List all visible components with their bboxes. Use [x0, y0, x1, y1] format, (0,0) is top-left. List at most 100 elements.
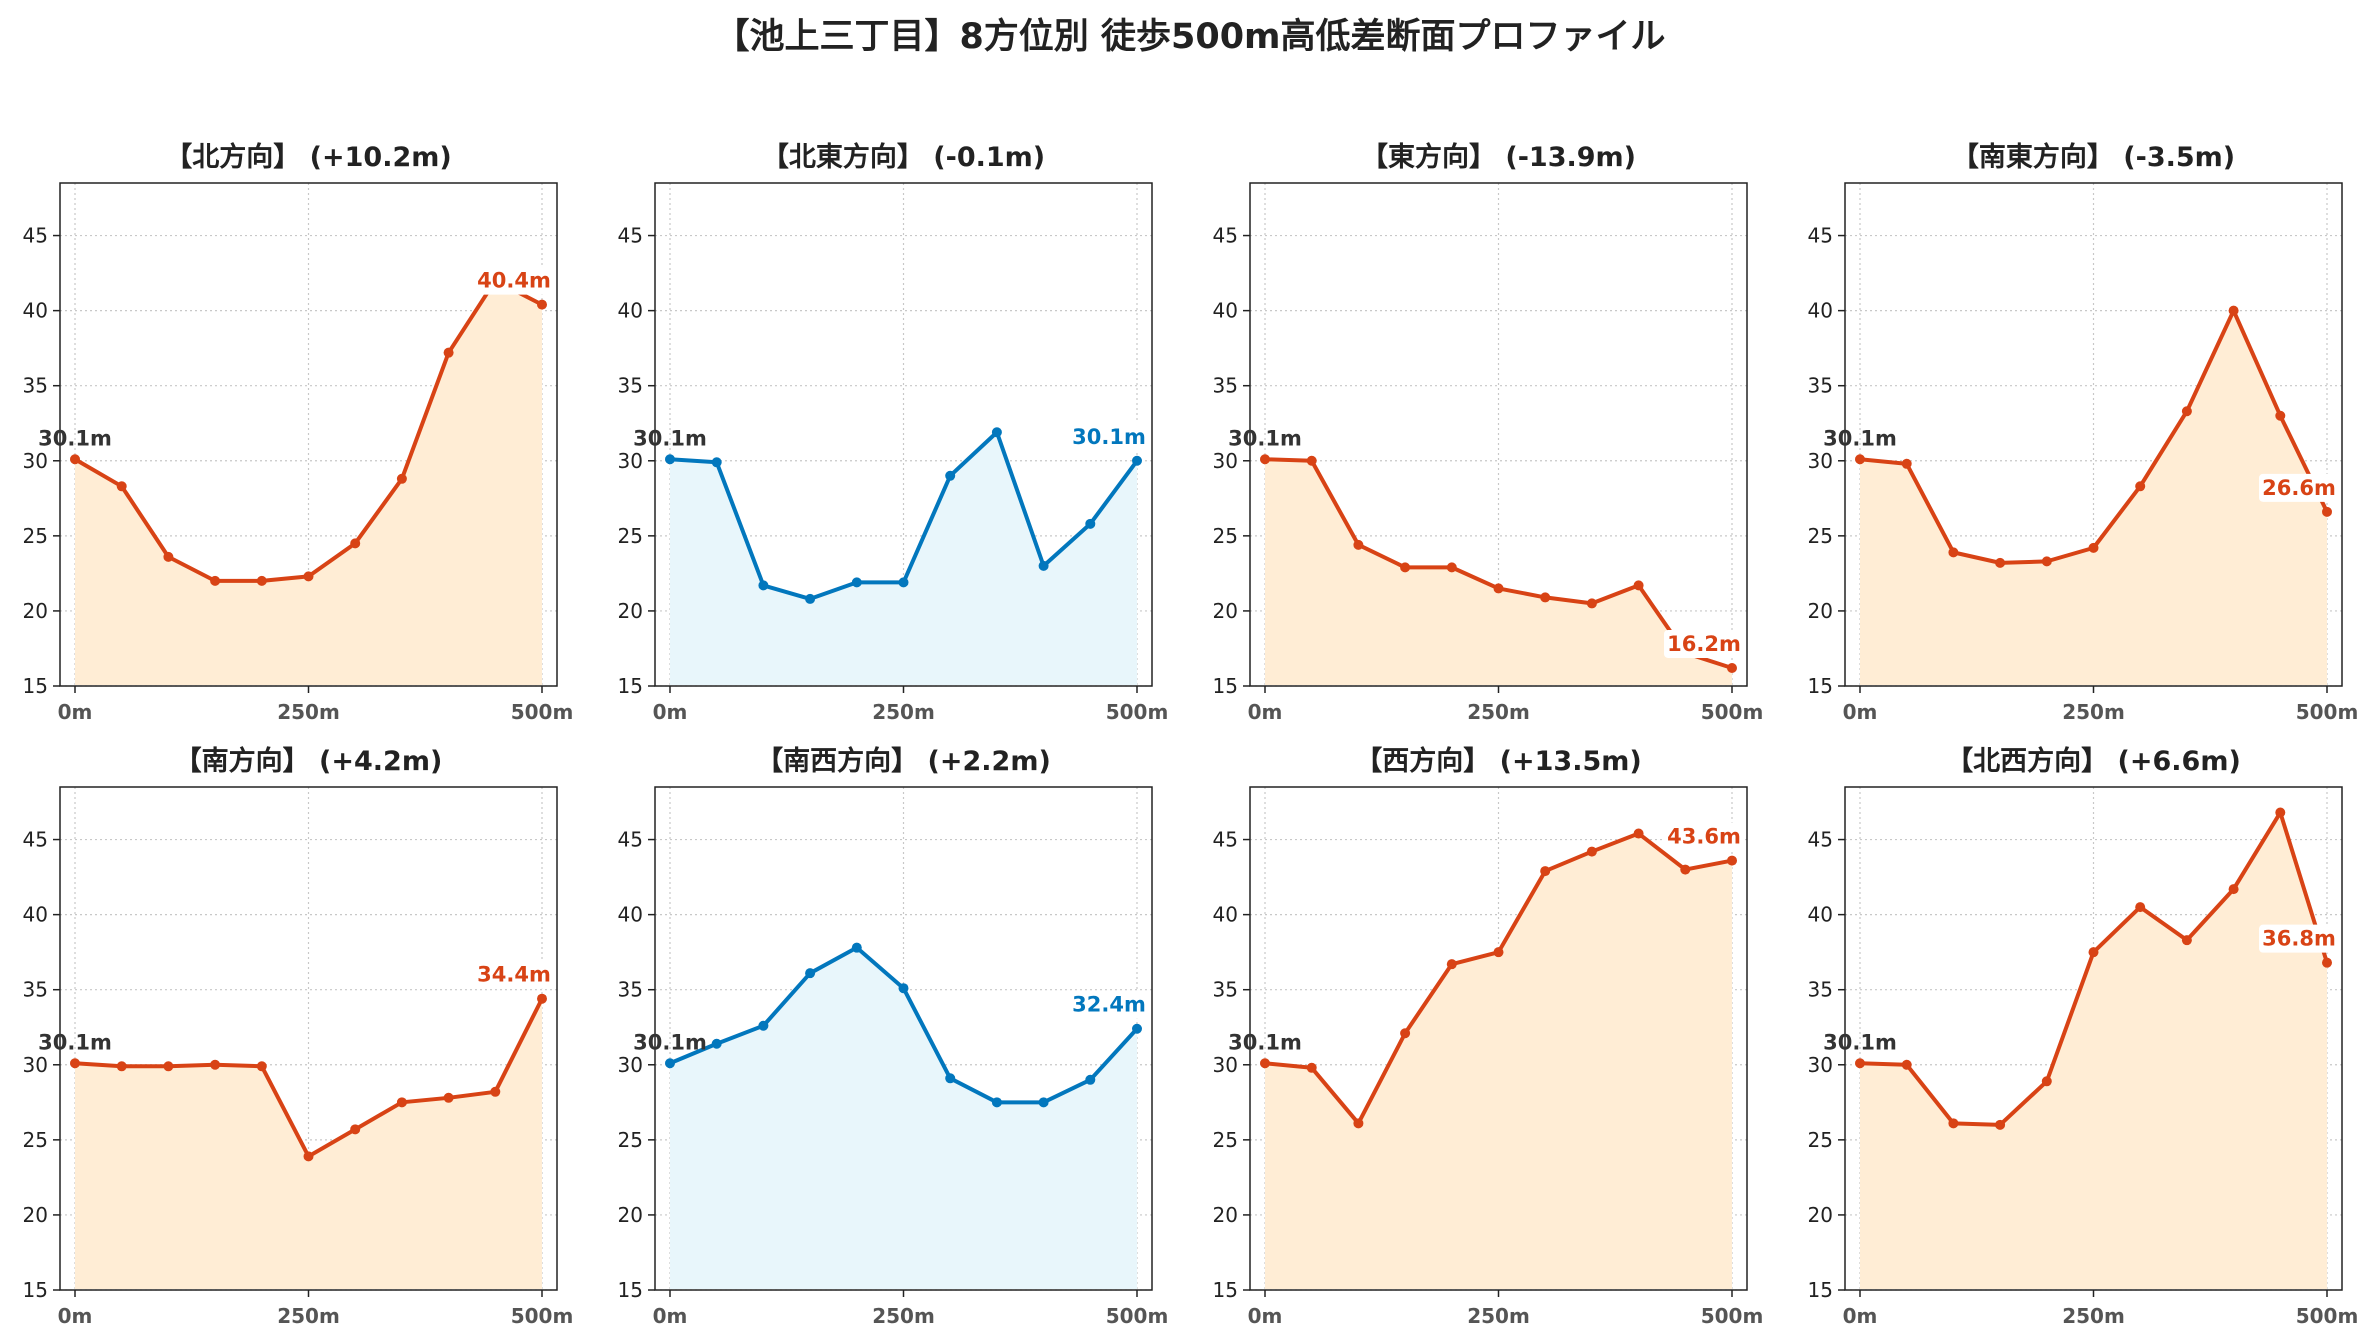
data-point: [1400, 1028, 1411, 1039]
data-point: [1540, 866, 1551, 877]
x-tick-label: 250m: [2062, 1304, 2125, 1328]
start-elevation-label: 30.1m: [1228, 426, 1302, 450]
end-elevation-label: 36.8m: [2262, 927, 2336, 951]
y-tick-label: 25: [1808, 1128, 1833, 1152]
data-point: [1540, 592, 1551, 603]
data-point: [2135, 902, 2146, 913]
panel-title: 【西方向】 (+13.5m): [1355, 745, 1641, 777]
data-point: [1132, 455, 1142, 466]
y-tick-label: 30: [1808, 1053, 1833, 1077]
start-elevation-label: 30.1m: [1228, 1030, 1302, 1054]
panel-title: 【南西方向】 (+2.2m): [756, 745, 1051, 777]
area-fill: [1265, 459, 1732, 685]
data-point: [1132, 1023, 1142, 1034]
data-point: [898, 577, 909, 588]
data-point: [2275, 807, 2286, 818]
y-tick-label: 15: [618, 1278, 643, 1302]
data-point: [210, 1059, 221, 1070]
y-tick-label: 30: [23, 1053, 48, 1077]
start-elevation-label: 30.1m: [1823, 426, 1897, 450]
data-point: [1085, 518, 1096, 529]
panel-title: 【南東方向】 (-3.5m): [1952, 141, 2235, 173]
data-point: [2181, 406, 2192, 417]
y-tick-label: 20: [1213, 599, 1238, 623]
data-point: [303, 1151, 314, 1162]
data-point: [2041, 1076, 2052, 1087]
data-point: [1680, 864, 1691, 875]
data-point: [2322, 506, 2332, 517]
end-elevation-label: 40.4m: [477, 269, 551, 293]
y-tick-label: 35: [1808, 374, 1833, 398]
start-elevation-label: 30.1m: [38, 1030, 112, 1054]
data-point: [805, 968, 816, 979]
y-tick-label: 15: [23, 674, 48, 698]
data-point: [1727, 662, 1737, 673]
y-tick-label: 20: [618, 599, 643, 623]
data-point: [1306, 455, 1317, 466]
x-tick-label: 250m: [277, 700, 340, 724]
data-point: [1727, 855, 1737, 866]
chart-panel-5: 15 20 25 30 35 40 45 0m 250m 500m 【南西方向】 (+2.2m) 30…: [618, 745, 1169, 1328]
y-tick-label: 30: [23, 449, 48, 473]
x-tick-label: 0m: [653, 700, 688, 724]
data-point: [945, 1073, 956, 1084]
end-label-box: [1069, 990, 1149, 1019]
data-point: [1038, 560, 1049, 571]
area-fill: [75, 998, 542, 1289]
data-point: [1446, 959, 1457, 970]
data-point: [537, 299, 547, 310]
data-point: [945, 470, 956, 481]
figure-title: 【池上三丁目】8方位別 徒歩500m高低差断面プロファイル: [714, 17, 1666, 57]
y-tick-label: 15: [1213, 1278, 1238, 1302]
chart-panel-7: 15 20 25 30 35 40 45 0m 250m 500m 【北西方向】 (+6.6m) 30…: [1808, 745, 2359, 1328]
data-point: [851, 942, 862, 953]
y-tick-label: 40: [1213, 903, 1238, 927]
chart-panel-0: 15 20 25 30 35 40 45 0m 250m 500m 【北方向】 (+10.2m) 30…: [23, 141, 574, 724]
area-fill: [1265, 833, 1732, 1289]
panel-title: 【北西方向】 (+6.6m): [1946, 745, 2241, 777]
data-point: [1085, 1074, 1096, 1085]
data-point: [991, 1097, 1002, 1108]
end-elevation-label: 34.4m: [477, 963, 551, 987]
start-elevation-label: 30.1m: [1823, 1030, 1897, 1054]
data-point: [396, 1097, 407, 1108]
data-point: [1948, 1118, 1959, 1129]
area-fill: [1860, 812, 2327, 1289]
y-tick-label: 45: [1808, 828, 1833, 852]
data-point: [1586, 846, 1597, 857]
y-tick-label: 20: [23, 599, 48, 623]
x-tick-label: 500m: [511, 700, 574, 724]
data-point: [116, 1061, 127, 1072]
x-tick-label: 500m: [2296, 1304, 2359, 1328]
panel-title: 【北東方向】 (-0.1m): [762, 141, 1045, 173]
chart-panel-2: 15 20 25 30 35 40 45 0m 250m 500m 【東方向】 (-13.9m) 30…: [1213, 141, 1764, 724]
y-tick-label: 35: [23, 374, 48, 398]
area-fill: [1860, 310, 2327, 685]
data-point: [1633, 828, 1644, 839]
data-point: [1400, 562, 1411, 573]
y-tick-label: 20: [1808, 599, 1833, 623]
data-point: [1633, 580, 1644, 591]
data-point: [70, 454, 80, 465]
data-point: [350, 538, 361, 549]
end-label-box: [1069, 422, 1149, 451]
area-fill: [75, 280, 542, 685]
data-point: [443, 1092, 454, 1103]
y-tick-label: 35: [23, 978, 48, 1002]
data-point: [991, 427, 1002, 438]
data-point: [1493, 947, 1504, 958]
x-tick-label: 0m: [58, 700, 93, 724]
y-tick-label: 45: [23, 828, 48, 852]
chart-panel-3: 15 20 25 30 35 40 45 0m 250m 500m 【南東方向】 (-3.5m) 30…: [1808, 141, 2359, 724]
x-tick-label: 250m: [277, 1304, 340, 1328]
y-tick-label: 30: [1213, 449, 1238, 473]
end-label-box: [1664, 822, 1744, 851]
data-point: [2181, 935, 2192, 946]
data-point: [256, 575, 267, 586]
y-tick-label: 15: [23, 1278, 48, 1302]
data-point: [1260, 454, 1270, 465]
panel-title: 【東方向】 (-13.9m): [1361, 141, 1636, 173]
panel-title: 【北方向】 (+10.2m): [165, 141, 451, 173]
y-tick-label: 30: [1808, 449, 1833, 473]
y-tick-label: 20: [618, 1203, 643, 1227]
